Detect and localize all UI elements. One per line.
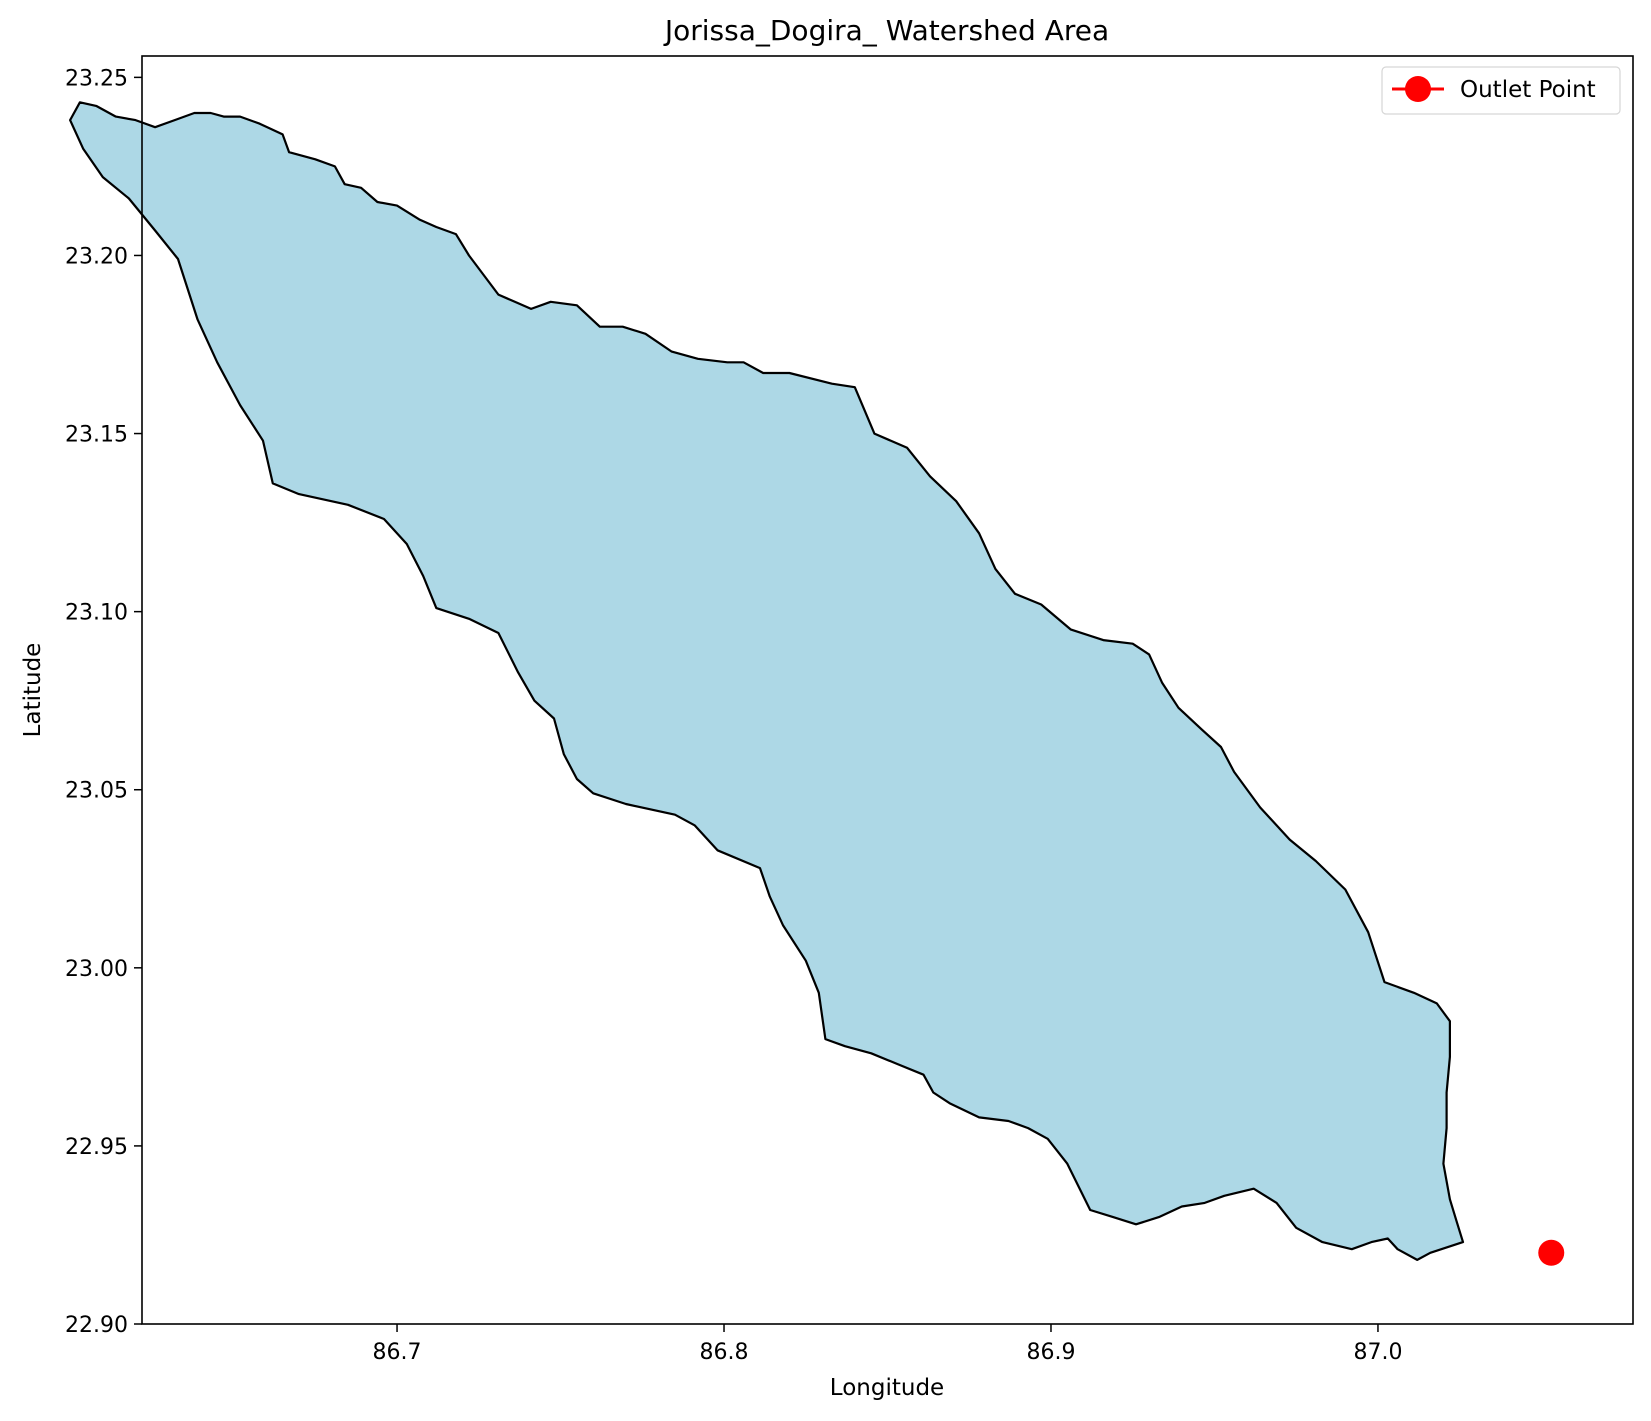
y-tick-label: 23.20	[65, 244, 128, 269]
y-tick-label: 22.90	[65, 1313, 128, 1338]
y-axis-ticks: 22.90 22.95 23.00 23.05 23.10 23.15 23.20 23.25	[65, 66, 142, 1338]
legend-label-outlet-point: Outlet Point	[1460, 77, 1596, 103]
chart-title: Jorissa_Dogira_ Watershed Area	[663, 14, 1109, 47]
x-tick-label: 87.0	[1353, 1340, 1402, 1365]
y-tick-label: 23.10	[65, 601, 128, 626]
x-tick-label: 86.9	[1026, 1340, 1075, 1365]
x-axis-label: Longitude	[830, 1375, 944, 1401]
y-tick-label: 23.05	[65, 779, 128, 804]
y-tick-label: 22.95	[65, 1135, 128, 1160]
watershed-polygon	[69, 101, 1465, 1261]
legend-box	[1381, 66, 1621, 115]
y-tick-label: 23.00	[65, 957, 128, 982]
y-axis-label: Latitude	[20, 643, 46, 738]
y-tick-label: 23.15	[65, 423, 128, 448]
y-tick-label: 23.25	[65, 66, 128, 91]
x-axis-ticks: 86.7 86.8 86.9 87.0	[373, 1324, 1402, 1365]
x-tick-label: 86.8	[700, 1340, 749, 1365]
x-tick-label: 86.7	[373, 1340, 422, 1365]
legend: Outlet Point	[1381, 66, 1621, 115]
outlet-point-marker	[1538, 1239, 1565, 1266]
plot-frame	[141, 55, 1634, 1325]
legend-outlet-marker	[1405, 76, 1431, 102]
